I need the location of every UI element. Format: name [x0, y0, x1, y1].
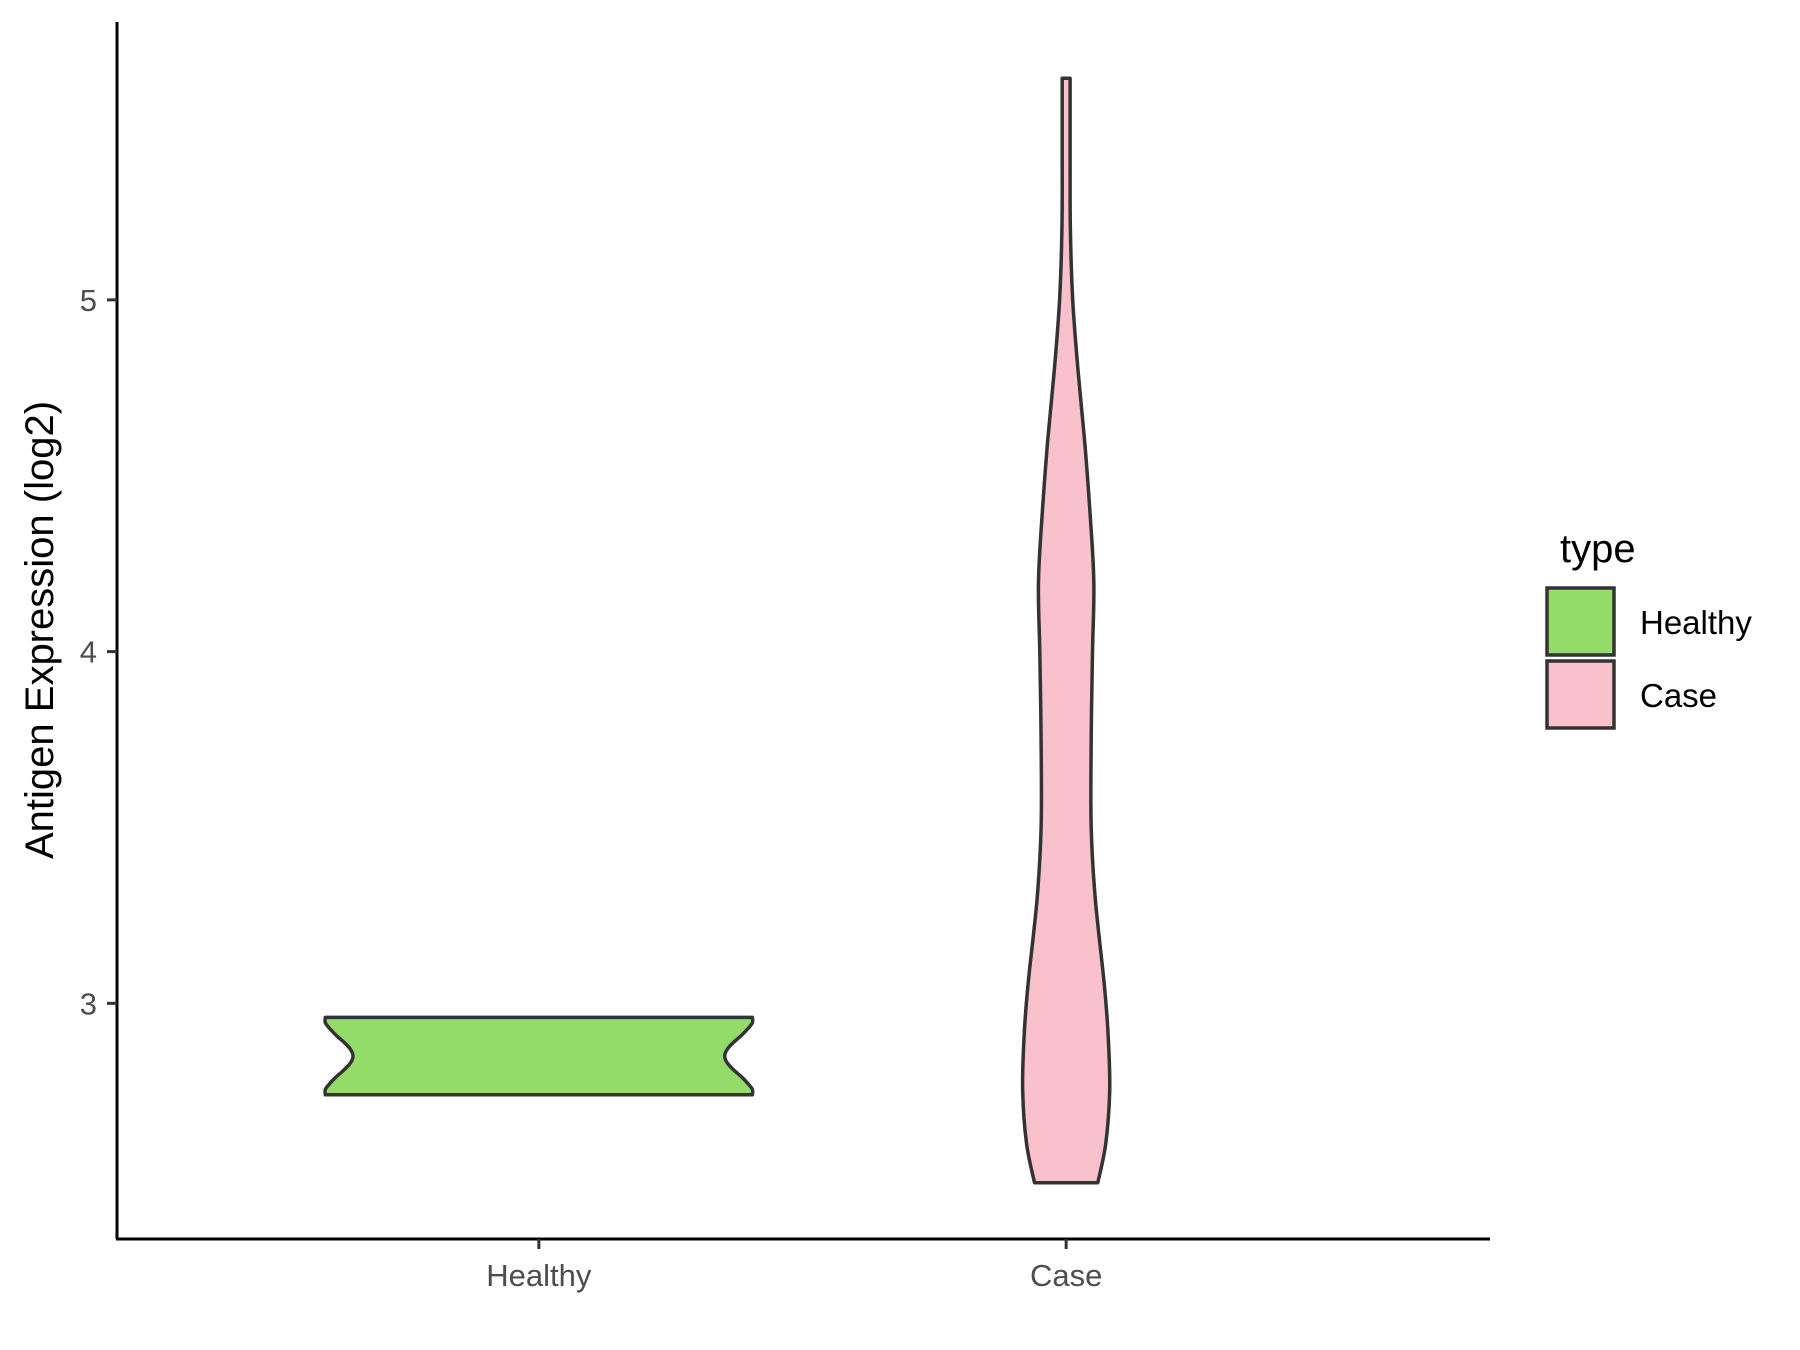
x-ticks: Healthy Case: [486, 1239, 1102, 1293]
legend-label-case: Case: [1640, 677, 1717, 714]
y-tick-label: 4: [80, 635, 97, 670]
violin-healthy: [323, 1015, 755, 1097]
x-tick-label: Case: [1030, 1258, 1102, 1293]
legend-title: type: [1560, 527, 1636, 571]
plot-area: 3 4 5 Healthy Case: [80, 22, 1490, 1293]
violins: [323, 76, 1112, 1185]
x-tick-label: Healthy: [486, 1258, 592, 1293]
violin-case: [1020, 76, 1112, 1185]
y-tick-label: 5: [80, 283, 97, 318]
y-tick-label: 3: [80, 986, 97, 1021]
legend-swatch-case: [1545, 659, 1616, 730]
legend-swatch-healthy: [1545, 586, 1616, 657]
y-axis-title: Antigen Expression (log2): [18, 401, 62, 859]
y-ticks: 3 4 5: [80, 283, 117, 1021]
legend-label-healthy: Healthy: [1640, 604, 1752, 641]
legend: type Healthy Case: [1545, 527, 1752, 730]
